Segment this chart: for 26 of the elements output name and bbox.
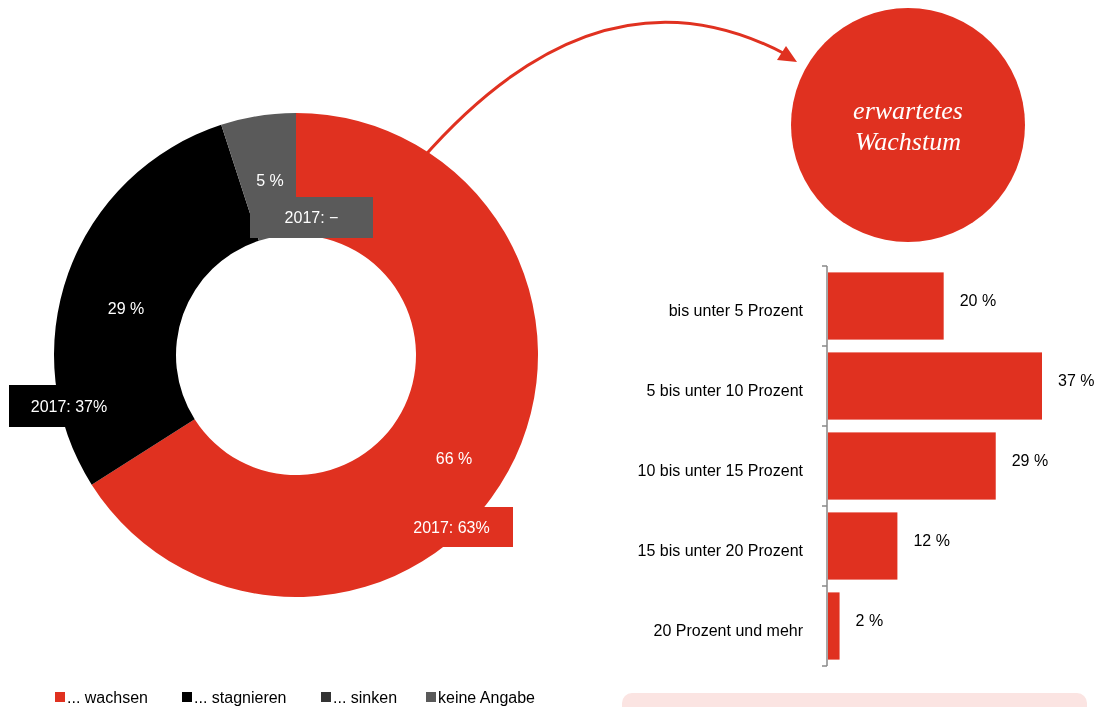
- legend-label: keine Angabe: [438, 688, 536, 706]
- text: 2017: 63%: [413, 518, 490, 536]
- text: 2017: 37%: [30, 397, 108, 415]
- data-label: 5 %: [256, 171, 284, 189]
- legend-label: ... stagnieren: [194, 688, 287, 706]
- chart-title: erwartetes Wachstum: [853, 95, 963, 156]
- data-label: 20 %: [959, 291, 997, 309]
- data-label: 12 %: [913, 531, 950, 549]
- data-label: 2 %: [855, 611, 884, 629]
- y-tick-label: bis unter 5 Prozent: [668, 301, 804, 319]
- y-tick-label: 5 bis unter 10 Prozent: [646, 381, 804, 399]
- data-label: 37 %: [1058, 371, 1095, 389]
- data-label: 66 %: [435, 449, 473, 467]
- data-label: 29 %: [107, 299, 145, 317]
- y-tick-label: 10 bis unter 15 Prozent: [637, 461, 804, 479]
- bar: [828, 352, 1042, 420]
- legend-label: ... wachsen: [67, 688, 148, 706]
- y-tick-label: 20 Prozent und mehr: [653, 621, 804, 639]
- bar: [828, 592, 840, 660]
- legend-label: ... sinken: [333, 688, 398, 706]
- data-label: 29 %: [1011, 451, 1049, 469]
- bar: [828, 512, 898, 580]
- bar: [828, 432, 996, 500]
- text: 2017: −: [284, 209, 339, 226]
- y-tick-label: 15 bis unter 20 Prozent: [637, 541, 804, 559]
- bar: [828, 272, 944, 340]
